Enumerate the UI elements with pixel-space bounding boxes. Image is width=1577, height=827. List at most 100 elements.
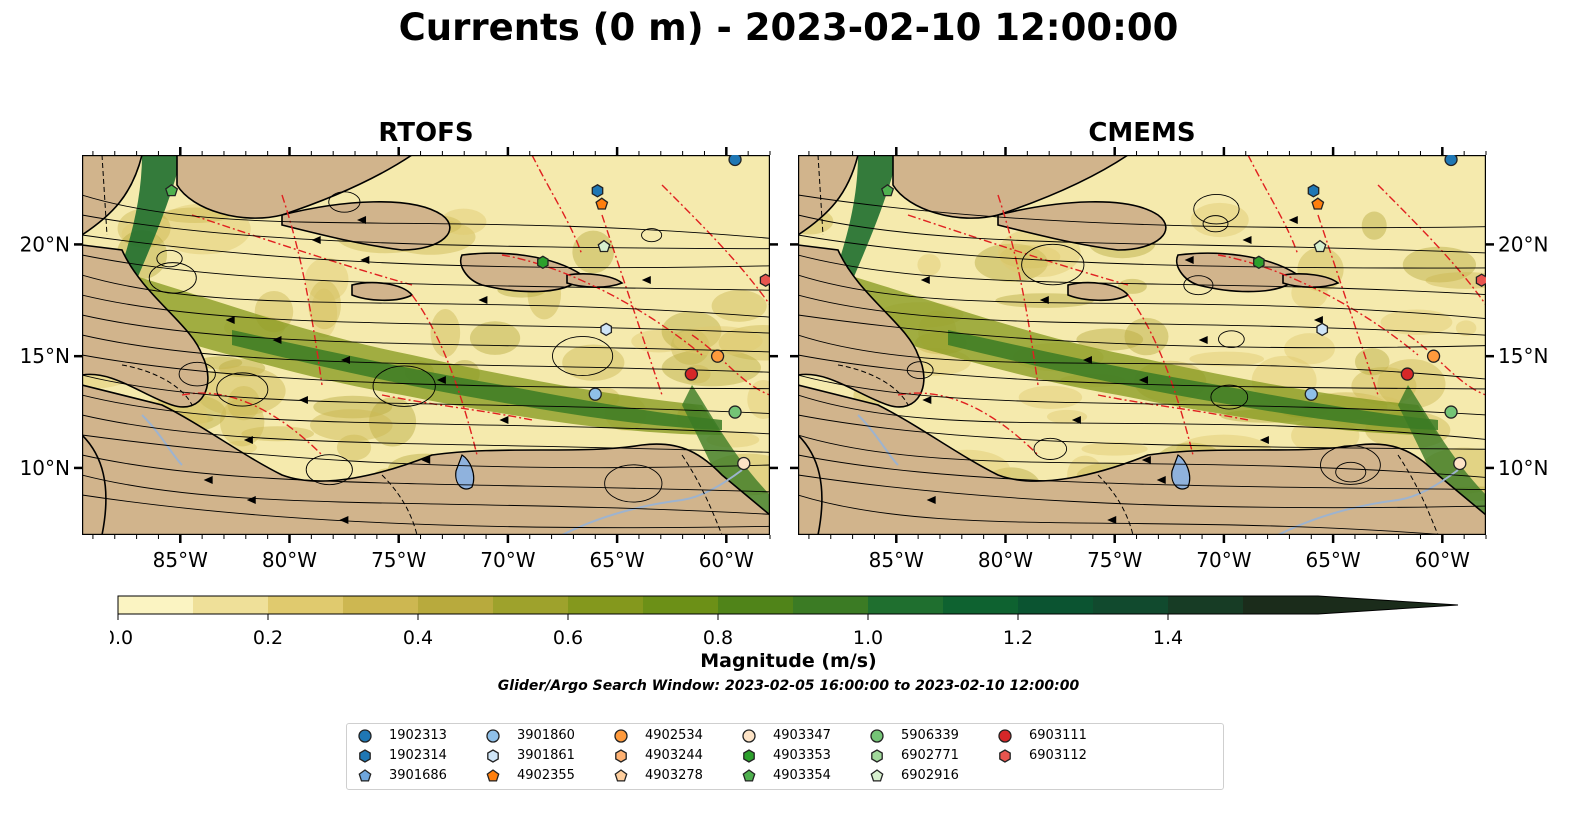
y-tick-label: 20°N [20,232,70,256]
colorbar: 0.0 0.2 0.4 0.6 0.8 1.0 1.2 1.4 [110,595,1459,649]
float-marker-1902313 [1444,155,1458,167]
float-marker-4903354 [881,184,895,197]
legend-marker-hexagon [743,749,755,763]
legend-label: 3901861 [517,748,575,763]
panel-title-cmems: CMEMS [1088,118,1196,148]
legend-label: 4902355 [517,768,575,783]
float-legend: 1902313 1902314 3901686 3901860 3901861 49023… [346,723,1224,790]
legend-marker-hexagon [871,749,883,763]
legend-label: 4903354 [773,768,831,783]
legend-marker-hexagon [487,749,499,763]
x-tick-label: 85°W [153,548,208,572]
colorbar-tick-label: 0.0 [110,627,133,649]
legend-marker-circle [870,729,884,743]
legend-marker-6902916 [870,769,884,782]
figure-title: Currents (0 m) - 2023-02-10 12:00:00 [398,6,1179,49]
float-marker-5906339 [728,405,742,419]
legend-marker-4903278 [614,769,628,782]
float-marker-5906339 [1444,405,1458,419]
float-marker-3901860 [1304,387,1318,401]
float-marker-6902916 [597,239,611,253]
legend-label: 1902313 [389,728,447,743]
legend-marker-4902534 [614,729,628,743]
x-tick-label: 65°W [589,548,644,572]
legend-marker-1902313 [358,729,372,743]
float-marker-4903353 [1253,255,1265,270]
colorbar-tick-label: 1.4 [1153,627,1183,649]
x-tick-label: 70°W [480,548,535,572]
legend-marker-4902355 [486,769,500,782]
x-tick-label: 85°W [869,548,924,572]
legend-marker-5906339 [870,729,884,743]
y-tick-label: 15°N [20,344,70,368]
legend-marker-circle [614,729,628,743]
legend-label: 1902314 [389,748,447,763]
float-marker-6903111 [684,367,699,381]
legend-marker-4903244 [615,749,627,763]
float-marker-4903347 [737,456,751,471]
legend-label: 4903347 [773,728,831,743]
float-marker-1902314 [1307,184,1320,198]
legend-label: 3901686 [389,768,447,783]
legend-marker-circle [486,729,500,743]
colorbar-tick-label: 0.8 [703,627,733,649]
float-marker-1902314 [591,184,604,198]
legend-label: 6903111 [1029,728,1087,743]
legend-marker-6902771 [871,749,883,763]
float-marker-4902355 [595,197,609,210]
legend-label: 4903244 [645,748,703,763]
colorbar-tick-label: 1.2 [1003,627,1033,649]
legend-marker-pentagon [358,769,372,782]
legend-marker-6903112 [999,749,1011,763]
x-tick-label: 75°W [1087,548,1142,572]
legend-marker-pentagon [614,769,628,782]
legend-label: 6903112 [1029,748,1087,763]
legend-marker-circle [358,729,372,743]
x-tick-label: 75°W [371,548,426,572]
x-tick-label: 80°W [978,548,1033,572]
colorbar-tick-label: 0.2 [253,627,283,649]
legend-marker-hexagon [359,749,371,763]
float-marker-1902313 [728,155,742,167]
x-tick-label: 65°W [1305,548,1360,572]
legend-marker-6903111 [998,729,1012,743]
colorbar-tick-label: 1.0 [853,627,883,649]
legend-marker-4903353 [743,749,755,763]
x-tick-label: 60°W [699,548,754,572]
float-marker-3901860 [588,387,602,401]
legend-label: 5906339 [901,728,959,743]
legend-marker-3901861 [487,749,499,763]
legend-label: 4902534 [645,728,703,743]
legend-marker-hexagon [615,749,627,763]
float-marker-6902916 [1313,239,1327,253]
x-tick-label: 70°W [1196,548,1251,572]
legend-marker-1902314 [359,749,371,763]
legend-marker-circle [742,729,756,743]
legend-marker-3901860 [486,729,500,743]
legend-label: 6902771 [901,748,959,763]
colorbar-tick-label: 0.4 [403,627,433,649]
y-tick-label: 20°N [1498,232,1548,256]
float-marker-3901861 [1316,322,1329,337]
colorbar-label: Magnitude (m/s) [700,650,877,672]
legend-label: 4903353 [773,748,831,763]
legend-marker-circle [998,729,1012,743]
legend-label: 6902916 [901,768,959,783]
float-marker-4903347 [1453,456,1467,471]
legend-marker-pentagon [870,769,884,782]
float-marker-6903111 [1400,367,1415,381]
legend-marker-3901686 [358,769,372,782]
colorbar-tick-label: 0.6 [553,627,583,649]
float-marker-3901861 [600,322,613,337]
float-marker-4902534 [1426,349,1441,363]
map-panel-rtofs [82,155,770,535]
legend-marker-pentagon [742,769,756,782]
float-marker-4902534 [710,349,725,363]
search-window-note: Glider/Argo Search Window: 2023-02-05 16… [497,678,1080,694]
map-panel-cmems [798,155,1486,535]
float-marker-4903353 [537,255,549,270]
y-tick-label: 10°N [20,456,70,480]
x-tick-label: 80°W [262,548,317,572]
float-marker-6903112 [759,273,770,287]
panel-title-rtofs: RTOFS [378,118,474,148]
